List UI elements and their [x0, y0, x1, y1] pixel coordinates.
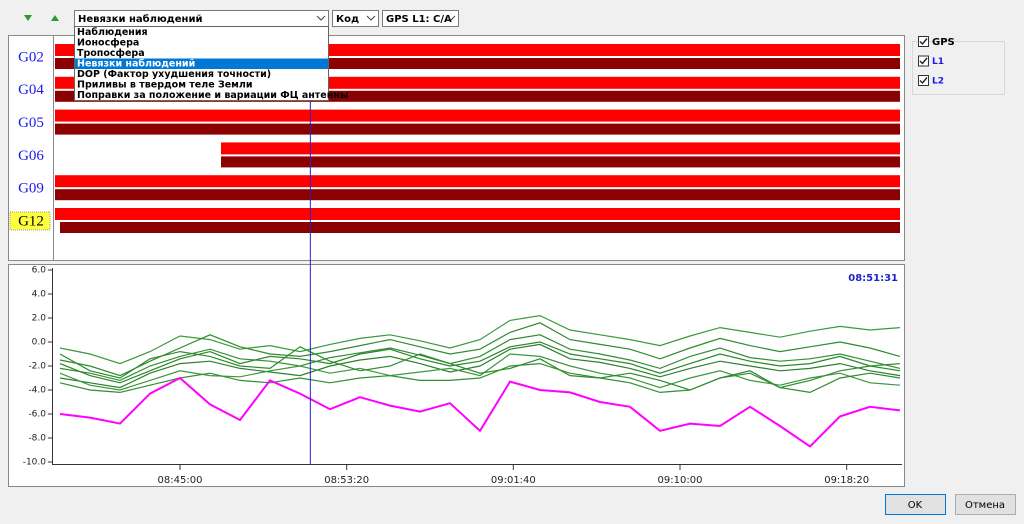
- checkbox[interactable]: [918, 75, 929, 86]
- highlight-box: [9, 211, 51, 231]
- code-combo-text: Код: [336, 14, 359, 25]
- y-tick-label: 6.0: [32, 266, 47, 276]
- dropdown-option[interactable]: DOP (Фактор ухудшения точности): [77, 69, 271, 80]
- visibility-bar: [55, 175, 900, 188]
- x-tick-label: 08:45:00: [158, 475, 203, 486]
- button-label[interactable]: Отмена: [965, 500, 1005, 511]
- y-tick-label: -2.0: [28, 362, 46, 372]
- code-combo-arrow: [366, 15, 376, 21]
- visibility-bar: [55, 189, 900, 201]
- chart-panel: [8, 264, 905, 487]
- satellite-label[interactable]: G02: [18, 49, 44, 65]
- y-tick-label: -8.0: [28, 434, 46, 444]
- data-line: [59, 353, 901, 391]
- visibility-bar: [221, 142, 900, 155]
- visibility-bar: [55, 58, 900, 69]
- data-line: [59, 346, 901, 394]
- data-line: [59, 314, 901, 365]
- button[interactable]: [955, 494, 1016, 515]
- visibility-bar: [55, 123, 900, 135]
- y-tick-label: -10.0: [23, 458, 47, 468]
- button[interactable]: [885, 494, 946, 515]
- y-tick-label: 0.0: [32, 338, 47, 348]
- code-combo[interactable]: [332, 10, 379, 27]
- signal-combo[interactable]: [382, 10, 459, 27]
- move-down-icon[interactable]: [24, 15, 32, 21]
- dropdown-option[interactable]: Невязки наблюдений: [77, 59, 195, 70]
- satellite-label[interactable]: G09: [18, 181, 44, 197]
- y-tick-label: 2.0: [32, 314, 47, 324]
- checkbox[interactable]: [918, 55, 929, 67]
- visibility-bar: [55, 90, 900, 102]
- data-line: [59, 334, 901, 382]
- visibility-bar: [221, 156, 900, 168]
- dropdown-option[interactable]: Тропосфера: [77, 48, 145, 59]
- satellite-label[interactable]: G04: [18, 82, 44, 98]
- visibility-bar: [55, 208, 900, 220]
- dropdown-option[interactable]: Наблюдения: [77, 27, 148, 38]
- move-up-icon[interactable]: [51, 15, 59, 21]
- data-line: [59, 341, 901, 384]
- mode-combo-text: Невязки наблюдений: [78, 13, 202, 25]
- satellite-label[interactable]: G05: [18, 115, 44, 131]
- dropdown-option[interactable]: Поправки за положение и вариации ФЦ анте…: [77, 90, 348, 101]
- dropdown-option[interactable]: Приливы в твердом теле Земли: [77, 80, 253, 91]
- y-tick-label: 4.0: [32, 290, 47, 300]
- signal-combo-arrow: [446, 15, 456, 21]
- x-tick-label: 09:18:20: [824, 475, 869, 486]
- filter-panel: [912, 41, 1005, 95]
- checkbox[interactable]: [918, 36, 929, 47]
- data-line: [59, 322, 901, 377]
- button-label[interactable]: OK: [908, 500, 923, 511]
- checkmark: [919, 57, 928, 65]
- visibility-bar: [60, 222, 900, 233]
- cursor-time: 08:51:31: [848, 273, 898, 284]
- x-tick-label: 08:53:20: [324, 475, 369, 486]
- data-line: [59, 362, 901, 394]
- visibility-bar: [55, 109, 900, 122]
- y-tick-label: -4.0: [28, 386, 46, 396]
- filter-label[interactable]: GPS: [932, 37, 955, 48]
- filter-label[interactable]: L2: [932, 77, 944, 87]
- data-line: [59, 343, 901, 389]
- checkmark: [919, 77, 928, 85]
- x-tick-label: 09:01:40: [491, 475, 536, 486]
- satellite-label[interactable]: G06: [18, 148, 44, 164]
- dropdown-option[interactable]: Ионосфера: [77, 38, 139, 49]
- dropdown-highlight: [75, 58, 328, 69]
- y-tick-label: -6.0: [28, 410, 46, 420]
- mode-combo-arrow: [316, 15, 326, 21]
- filter-label[interactable]: L1: [932, 57, 944, 67]
- x-tick-label: 09:10:00: [658, 475, 703, 486]
- checkmark: [919, 38, 928, 46]
- data-line: [59, 376, 901, 448]
- satellite-label[interactable]: G12: [18, 213, 44, 229]
- signal-combo-text: GPS L1: C/A: [386, 14, 452, 25]
